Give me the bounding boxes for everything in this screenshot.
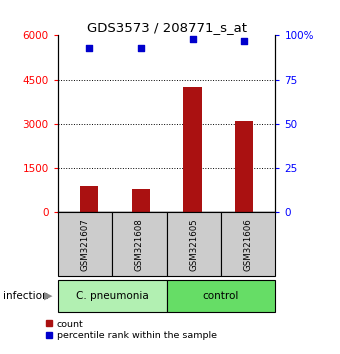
- Point: [138, 45, 143, 51]
- Text: GSM321608: GSM321608: [135, 218, 144, 271]
- Bar: [167, 212, 221, 276]
- Legend: count, percentile rank within the sample: count, percentile rank within the sample: [46, 320, 217, 340]
- Bar: [112, 212, 167, 276]
- Bar: [221, 212, 275, 276]
- Text: GSM321605: GSM321605: [189, 218, 198, 271]
- Point: [190, 36, 195, 42]
- Point: [242, 38, 247, 44]
- Title: GDS3573 / 208771_s_at: GDS3573 / 208771_s_at: [87, 21, 246, 34]
- Bar: [58, 212, 112, 276]
- Text: GSM321607: GSM321607: [81, 218, 89, 271]
- Text: ▶: ▶: [44, 291, 53, 301]
- Bar: [167, 280, 275, 312]
- Text: GSM321606: GSM321606: [244, 218, 253, 271]
- Bar: [235, 121, 253, 212]
- Bar: [132, 189, 150, 212]
- Point: [86, 45, 91, 51]
- Text: infection: infection: [3, 291, 49, 301]
- Bar: [80, 186, 98, 212]
- Text: control: control: [203, 291, 239, 301]
- Bar: [184, 87, 202, 212]
- Text: C. pneumonia: C. pneumonia: [76, 291, 149, 301]
- Bar: [58, 280, 167, 312]
